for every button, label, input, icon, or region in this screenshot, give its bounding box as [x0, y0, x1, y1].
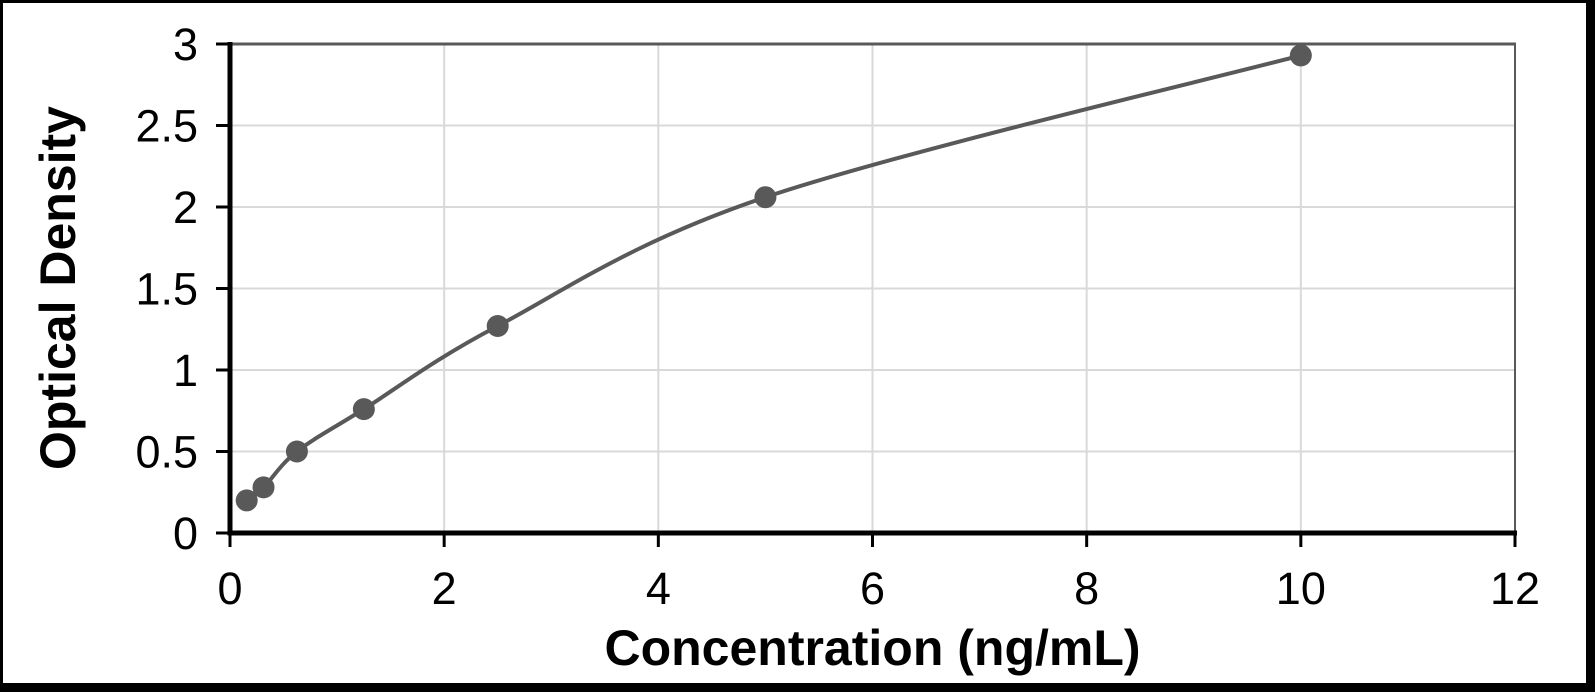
standard-curve-line	[244, 53, 1303, 503]
y-axis-title: Optical Density	[30, 106, 86, 470]
data-point-marker	[252, 476, 275, 499]
x-tick-label: 8	[1074, 563, 1099, 614]
y-tick-label: 3	[173, 19, 198, 70]
x-tick-label: 0	[217, 563, 242, 614]
data-point-marker	[486, 314, 509, 337]
x-tick-label: 2	[432, 563, 457, 614]
x-tick-label: 10	[1276, 563, 1326, 614]
data-point-marker	[235, 489, 258, 512]
x-tick-label: 12	[1490, 563, 1540, 614]
data-point-marker	[754, 186, 777, 209]
data-point-marker	[1289, 44, 1312, 67]
x-axis-title: Concentration (ng/mL)	[604, 620, 1141, 676]
x-tick-label: 6	[860, 563, 885, 614]
y-tick-label: 1.5	[135, 264, 198, 315]
y-tick-label: 1	[173, 345, 198, 396]
axis-lines	[227, 42, 1517, 536]
y-tick-label: 0	[173, 508, 198, 559]
y-tick-label: 0.5	[135, 427, 198, 478]
x-tick-label: 4	[646, 563, 671, 614]
data-point-marker	[285, 440, 308, 463]
data-point-marker	[352, 398, 375, 421]
y-tick-label: 2	[173, 182, 198, 233]
y-tick-label: 2.5	[135, 101, 198, 152]
